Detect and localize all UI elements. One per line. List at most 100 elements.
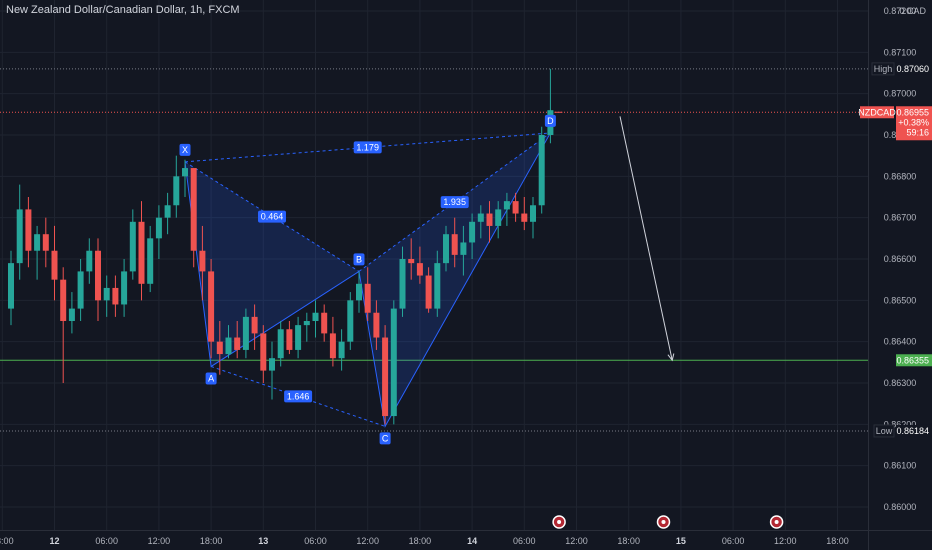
- candle-bullish: [129, 221, 136, 272]
- time-tick-label: 12:00: [356, 536, 379, 546]
- candle-bearish: [190, 168, 197, 251]
- candle-bullish: [469, 221, 476, 243]
- pattern-triangle-xab: [185, 161, 359, 367]
- candle-bullish: [477, 213, 484, 222]
- time-tick-label: 18:00: [617, 536, 640, 546]
- time-tick-label: 18:00: [0, 536, 14, 546]
- time-tick-label: 06:00: [304, 536, 327, 546]
- candle-bearish: [286, 329, 293, 350]
- pattern-point-label: A: [208, 373, 214, 383]
- price-tick-label: 0.87000: [884, 89, 917, 99]
- high-label: High: [874, 64, 893, 74]
- candle-bullish: [225, 337, 232, 355]
- current-price-box: [896, 106, 932, 141]
- price-tick-label: 0.86500: [884, 295, 917, 305]
- candle-bullish: [347, 300, 354, 342]
- pattern-ratio-badge: [440, 196, 469, 209]
- candle-bullish: [155, 217, 162, 239]
- current-symbol: NZDCAD: [858, 107, 896, 117]
- candle-bearish: [216, 341, 223, 355]
- candle-bearish: [329, 333, 336, 359]
- candle-bullish: [399, 259, 406, 309]
- price-tick-label: 0.86000: [884, 502, 917, 512]
- high-value-tag-text: 0.87060: [896, 64, 929, 74]
- time-tick-label: 12:00: [565, 536, 588, 546]
- candle-bearish: [373, 312, 380, 338]
- time-tick-label: 18:00: [200, 536, 223, 546]
- candle-bearish: [208, 271, 215, 342]
- price-axis-currency: 0 CAD: [899, 6, 926, 16]
- candle-bearish: [25, 209, 32, 251]
- candle-bearish: [112, 287, 119, 305]
- time-tick-label: 18:00: [409, 536, 432, 546]
- candle-bearish: [138, 221, 145, 284]
- pattern-point-badge: [379, 432, 391, 445]
- time-tick-label: 12: [49, 536, 59, 546]
- candle-bullish: [8, 263, 14, 309]
- candle-bullish: [242, 316, 249, 350]
- current-price-value: 0.86955: [896, 107, 929, 117]
- pattern-ratio-badge: [353, 141, 382, 154]
- low-label-box: [873, 424, 895, 438]
- candle-bullish: [338, 341, 345, 359]
- pattern-ratio-label: 1.179: [356, 142, 379, 152]
- time-tick-label: 15: [676, 536, 686, 546]
- candle-bullish: [269, 358, 275, 371]
- candle-bearish: [416, 263, 423, 276]
- candle-bearish: [408, 259, 415, 264]
- low-label: Low: [876, 426, 893, 436]
- candle-bullish: [147, 238, 154, 284]
- pattern-ratio-line: [184, 132, 551, 163]
- current-symbol-box: [860, 106, 894, 119]
- candle-bullish: [103, 287, 110, 301]
- candle-bullish: [538, 135, 545, 206]
- candle-bullish: [495, 209, 502, 226]
- price-tick-label: 0.86200: [884, 419, 917, 429]
- candle-bullish: [390, 308, 397, 417]
- support-value-tag: [896, 354, 932, 367]
- candle-bearish: [42, 234, 49, 251]
- pattern-point-label: D: [547, 116, 554, 126]
- price-tick-label: 0.87100: [884, 47, 917, 57]
- support-value-tag-text: 0.86355: [896, 355, 929, 365]
- candle-bearish: [260, 333, 267, 371]
- candle-bullish: [530, 205, 536, 222]
- candle-bullish: [173, 176, 180, 206]
- time-tick-label: 12:00: [774, 536, 797, 546]
- economic-event-icon-dot: [557, 520, 562, 524]
- time-tick-label: 12:00: [148, 536, 171, 546]
- candle-bullish: [34, 234, 41, 251]
- high-label-box: [871, 62, 895, 76]
- candle-bullish: [86, 250, 93, 272]
- pattern-point-label: X: [182, 145, 188, 155]
- candle-bullish: [303, 321, 310, 326]
- time-tick-label: 14: [467, 536, 477, 546]
- candle-bullish: [356, 283, 362, 301]
- pattern-ratio-label: 1.646: [287, 391, 310, 401]
- candle-bearish: [512, 201, 519, 214]
- candle-bullish: [503, 201, 510, 210]
- pattern-ratio-badge: [258, 210, 286, 223]
- high-value-tag: [896, 62, 932, 75]
- candle-bullish: [434, 263, 441, 309]
- pattern-point-badge: [205, 372, 217, 385]
- pattern-point-label: B: [356, 254, 362, 264]
- pattern-point-badge: [544, 114, 556, 127]
- candle-bearish: [51, 250, 58, 280]
- candle-bearish: [364, 283, 371, 313]
- economic-event-icon-dot: [774, 520, 779, 524]
- candle-bearish: [425, 275, 432, 309]
- pattern-triangle-bcd: [359, 132, 551, 427]
- price-tick-label: 0.86100: [884, 461, 917, 471]
- candle-bearish: [486, 213, 493, 226]
- candle-bearish: [521, 213, 528, 222]
- candle-bearish: [382, 337, 389, 417]
- low-value-tag-text: 0.86184: [896, 426, 929, 436]
- economic-event-icon-dot: [661, 520, 666, 524]
- candle-bullish: [460, 242, 467, 255]
- pattern-point-badge: [179, 143, 191, 156]
- candle-bullish: [277, 329, 284, 359]
- candle-bullish: [77, 271, 84, 309]
